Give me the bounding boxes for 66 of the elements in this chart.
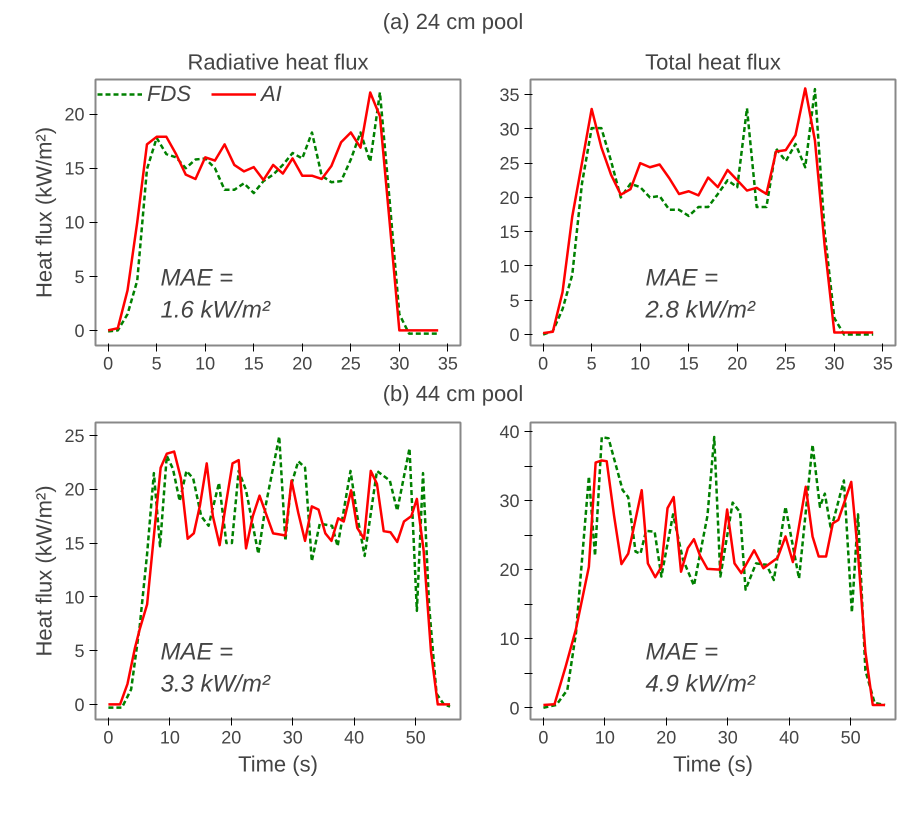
annotation: MAE = 4.9 kW/m² xyxy=(646,638,756,698)
y-axis-title: Heat flux (kW/m²) xyxy=(31,485,56,657)
x-tick-label: 15 xyxy=(678,354,699,374)
x-tick-label: 50 xyxy=(840,728,861,748)
y-tick-label: 5 xyxy=(509,290,520,311)
x-tick-label: 10 xyxy=(195,354,216,374)
x-tick-label: 40 xyxy=(344,728,364,748)
x-tick-label: 15 xyxy=(244,354,264,374)
y-tick-label: 15 xyxy=(499,222,520,242)
x-tick-label: 30 xyxy=(389,354,410,374)
y-tick-label: 10 xyxy=(64,587,85,608)
y-tick-label: 30 xyxy=(499,119,520,140)
annotation: MAE = 3.3 kW/m² xyxy=(160,638,271,698)
y-tick-label: 5 xyxy=(74,641,85,662)
x-tick-label: 30 xyxy=(282,728,303,748)
y-tick-label: 0 xyxy=(74,694,85,715)
x-tick-label: 25 xyxy=(340,354,361,374)
y-axis-title: Heat flux (kW/m²) xyxy=(31,126,56,298)
x-tick-label: 10 xyxy=(594,728,615,748)
y-tick-label: 20 xyxy=(64,480,85,500)
text: (b) 44 cm pool xyxy=(382,381,524,406)
y-tick-label: 30 xyxy=(499,491,520,512)
x-axis-title: Time (s) xyxy=(238,752,318,776)
x-tick-label: 5 xyxy=(586,354,597,374)
y-tick-label: 10 xyxy=(499,256,520,276)
y-tick-label: 25 xyxy=(499,154,520,174)
annotation: MAE = 1.6 kW/m² xyxy=(160,264,271,324)
y-tick-label: 40 xyxy=(499,422,520,442)
legend-label: FDS xyxy=(147,81,191,107)
y-tick-label: 20 xyxy=(64,104,85,125)
y-tick-label: 0 xyxy=(509,698,520,718)
x-axis-title: Time (s) xyxy=(673,752,753,776)
x-tick-label: 20 xyxy=(292,354,312,374)
y-tick-label: 10 xyxy=(499,629,520,650)
x-tick-label: 50 xyxy=(406,728,426,748)
x-tick-label: 0 xyxy=(103,728,114,748)
y-tick-label: 5 xyxy=(74,266,85,287)
y-tick-label: 15 xyxy=(64,158,85,179)
chart-title: Total heat flux xyxy=(645,50,781,74)
x-tick-label: 20 xyxy=(656,728,676,748)
x-tick-label: 5 xyxy=(152,354,162,374)
x-tick-label: 20 xyxy=(221,728,242,748)
x-tick-label: 0 xyxy=(538,728,548,748)
x-tick-label: 30 xyxy=(824,354,844,374)
x-tick-label: 20 xyxy=(727,354,748,374)
x-tick-label: 35 xyxy=(438,354,458,374)
y-tick-label: 10 xyxy=(64,212,85,233)
x-tick-label: 0 xyxy=(538,354,548,374)
x-tick-label: 40 xyxy=(779,728,800,748)
x-tick-label: 10 xyxy=(630,354,650,374)
y-tick-label: 0 xyxy=(74,320,85,341)
annotation: MAE = 2.8 kW/m² xyxy=(644,264,756,324)
y-tick-label: 20 xyxy=(499,560,520,580)
x-tick-label: 10 xyxy=(160,728,180,748)
chart-title: Radiative heat flux xyxy=(188,50,368,74)
y-tick-label: 15 xyxy=(64,534,85,554)
x-tick-label: 30 xyxy=(718,728,738,748)
y-tick-label: 20 xyxy=(499,188,520,208)
x-tick-label: 0 xyxy=(103,354,114,374)
text: (a) 24 cm pool xyxy=(382,9,524,34)
y-tick-label: 25 xyxy=(64,426,85,446)
x-tick-label: 25 xyxy=(776,354,796,374)
y-tick-label: 35 xyxy=(499,85,520,106)
y-tick-label: 0 xyxy=(509,325,520,346)
legend-label: AI xyxy=(261,81,282,107)
x-tick-label: 35 xyxy=(872,354,893,374)
